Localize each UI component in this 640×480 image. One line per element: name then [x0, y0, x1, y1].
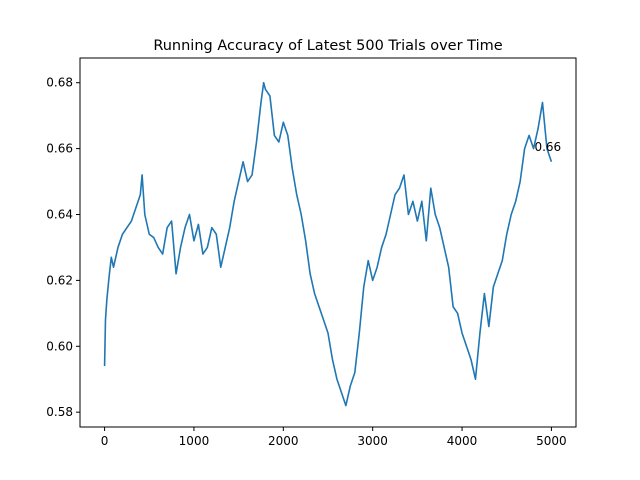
plot-area [80, 58, 576, 427]
plot-background [80, 58, 576, 427]
plot-border [79, 57, 577, 428]
y-tick-label: 0.68 [46, 76, 73, 90]
x-tick-label: 5000 [536, 434, 567, 448]
x-tick-label: 0 [101, 434, 109, 448]
annotation-label: 0.66 [534, 140, 561, 154]
y-tick-label: 0.58 [46, 405, 73, 419]
series-line [103, 81, 553, 407]
y-axis: 0.58 0.60 0.62 0.64 0.66 0.68 [46, 76, 80, 419]
y-tick-label: 0.66 [46, 142, 73, 156]
x-tick-label: 1000 [179, 434, 210, 448]
chart-title: Running Accuracy of Latest 500 Trials ov… [153, 38, 502, 54]
y-tick-label: 0.60 [46, 339, 73, 353]
x-tick-label: 2000 [268, 434, 299, 448]
y-tick-label: 0.64 [46, 207, 73, 221]
annotations: 0.66 [534, 140, 561, 154]
y-tick-label: 0.62 [46, 273, 73, 287]
x-tick-label: 4000 [447, 434, 478, 448]
x-axis: 0 1000 2000 3000 4000 5000 [101, 427, 567, 448]
x-tick-label: 3000 [357, 434, 388, 448]
series-layer [103, 81, 553, 407]
